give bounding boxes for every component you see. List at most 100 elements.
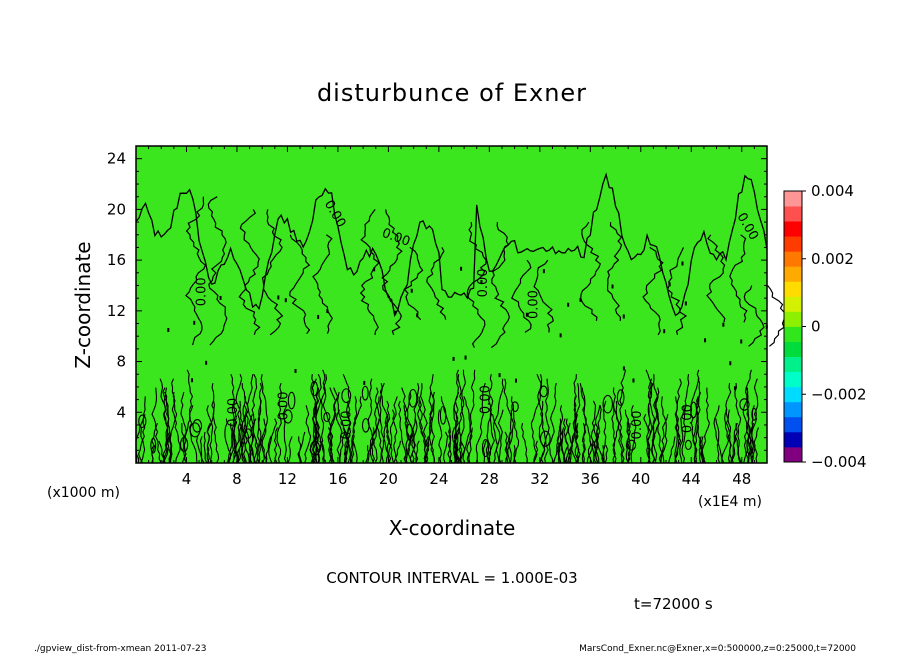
contour-speck bbox=[416, 313, 419, 318]
contour-loop bbox=[309, 440, 321, 456]
contour-line bbox=[379, 382, 389, 464]
contour-speck bbox=[480, 280, 483, 285]
contour-line bbox=[258, 374, 269, 464]
colorbar-cell bbox=[784, 281, 802, 297]
contour-loop bbox=[138, 414, 147, 428]
colorbar-cell bbox=[784, 326, 802, 342]
colorbar-tick-label: −0.004 bbox=[811, 453, 867, 471]
contour-line bbox=[510, 396, 520, 464]
x-tick-label: 16 bbox=[328, 470, 347, 488]
contour-line bbox=[359, 209, 381, 335]
contour-line bbox=[490, 222, 511, 349]
contour-line bbox=[574, 414, 579, 464]
colorbar-cell bbox=[784, 251, 802, 267]
contour-line bbox=[151, 422, 158, 464]
contour-speck bbox=[410, 288, 413, 293]
colorbar-cell bbox=[784, 221, 802, 237]
contour-line bbox=[405, 418, 416, 464]
contour-label: 0.00 bbox=[476, 268, 491, 297]
contour-line bbox=[612, 400, 620, 464]
contour-line bbox=[344, 400, 352, 464]
contour-speck bbox=[205, 360, 208, 365]
contour-loop bbox=[244, 428, 252, 439]
contour-line bbox=[505, 431, 511, 464]
contour-line bbox=[658, 414, 669, 464]
contour-loop bbox=[690, 401, 698, 419]
y-tick-label: 4 bbox=[116, 403, 126, 421]
contour-line bbox=[458, 440, 463, 464]
contour-line bbox=[206, 405, 214, 464]
contour-speck bbox=[525, 312, 528, 317]
contour-line bbox=[475, 382, 486, 464]
contour-line bbox=[648, 382, 656, 464]
contour-lines bbox=[135, 172, 789, 464]
footer-left: ./gpview_dist-from-xmean 2011-07-23 bbox=[34, 644, 206, 654]
contour-line bbox=[743, 285, 765, 347]
colorbar-tick-label: 0 bbox=[811, 318, 821, 336]
contour-loop bbox=[179, 436, 189, 453]
contour-line bbox=[232, 431, 237, 464]
contour-line bbox=[207, 196, 228, 346]
contour-line bbox=[329, 387, 337, 464]
colorbar-cells bbox=[784, 191, 802, 463]
contour-loop bbox=[511, 401, 519, 412]
contour-speck bbox=[632, 378, 635, 383]
contour-label: 0.00 bbox=[630, 410, 645, 439]
y-tick-label: 20 bbox=[107, 200, 126, 218]
contour-line bbox=[643, 413, 651, 464]
contour-loop bbox=[626, 439, 637, 451]
contour-line bbox=[171, 391, 181, 464]
x-ticks: 4 8 12 16 20 24 28 32 36 40 44 48 bbox=[148, 146, 755, 488]
contour-line bbox=[274, 427, 279, 464]
contour-loop bbox=[739, 398, 750, 411]
contour-loop bbox=[361, 418, 370, 433]
contour-speck bbox=[542, 269, 545, 274]
contour-line bbox=[504, 431, 509, 464]
contour-line bbox=[731, 436, 737, 464]
contour-speck bbox=[733, 386, 736, 391]
contour-line bbox=[575, 423, 581, 464]
x-axis-unit: (x1E4 m) bbox=[698, 494, 762, 510]
contour-line bbox=[668, 436, 676, 464]
contour-line bbox=[370, 418, 380, 464]
contour-line bbox=[642, 246, 664, 336]
contour-speck bbox=[622, 366, 625, 371]
contour-line bbox=[140, 427, 146, 464]
contour-line bbox=[562, 418, 572, 464]
contour-label: 0.00 bbox=[680, 404, 695, 433]
y-tick-label: 8 bbox=[116, 353, 126, 371]
contour-speck bbox=[326, 309, 329, 314]
contour-line bbox=[236, 400, 244, 464]
contour-line bbox=[342, 373, 351, 464]
contour-loop bbox=[539, 430, 551, 447]
contour-speck bbox=[684, 301, 687, 306]
contour-loop bbox=[684, 439, 692, 451]
contour-line bbox=[425, 436, 429, 464]
colorbar-cell bbox=[784, 266, 802, 282]
chart-title: disturbunce of Exner bbox=[317, 79, 587, 107]
contour-line bbox=[384, 414, 394, 464]
colorbar-cell bbox=[784, 311, 802, 327]
contour-line bbox=[367, 445, 370, 464]
contour-speck bbox=[704, 338, 707, 343]
contour-speck bbox=[611, 284, 614, 289]
colorbar: 0.004 0.002 0 −0.002 −0.004 bbox=[783, 182, 867, 471]
contour-label: 0.00 bbox=[226, 398, 241, 427]
contour-line bbox=[692, 391, 702, 464]
contour-line bbox=[674, 378, 682, 464]
colorbar-cell bbox=[784, 431, 802, 448]
contour-speck bbox=[663, 329, 666, 334]
contour-speck bbox=[284, 298, 287, 303]
colorbar-cell bbox=[784, 386, 802, 403]
contour-speck bbox=[681, 261, 684, 266]
contour-line bbox=[482, 440, 487, 464]
contour-line bbox=[163, 387, 172, 464]
contour-speck bbox=[219, 295, 222, 300]
contour-line bbox=[604, 444, 609, 464]
contour-loop bbox=[439, 405, 447, 425]
contour-line bbox=[602, 445, 605, 464]
contour-speck bbox=[460, 266, 463, 271]
contour-line bbox=[401, 387, 410, 464]
contour-line bbox=[458, 427, 466, 464]
contour-line bbox=[232, 418, 239, 464]
